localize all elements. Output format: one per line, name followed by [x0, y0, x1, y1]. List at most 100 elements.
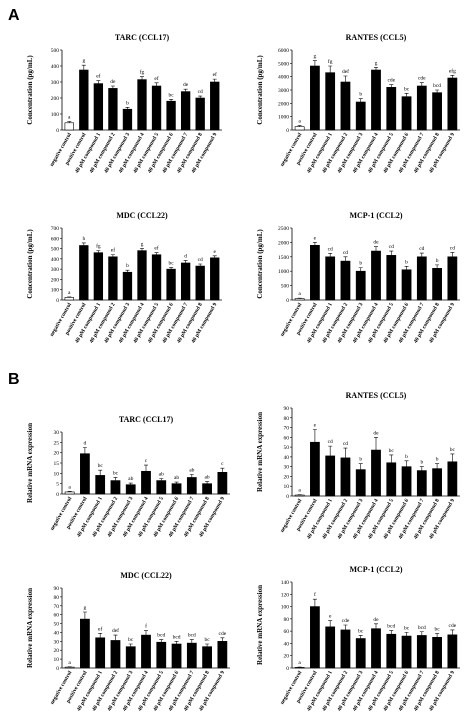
y-tick-label: 10 [54, 471, 60, 477]
significance-letter: efg [449, 67, 456, 74]
significance-letter: cde [219, 631, 227, 637]
error-bar [81, 64, 86, 70]
bar [386, 255, 397, 301]
error-bar [82, 611, 87, 620]
bar [186, 642, 197, 669]
chart-title: MCP-1 (CCL2) [349, 211, 402, 220]
y-tick-label: 60 [284, 629, 290, 635]
error-bar [169, 98, 174, 102]
error-bar [374, 623, 378, 629]
bar [447, 256, 458, 301]
bar [432, 92, 442, 131]
bar [108, 88, 118, 131]
error-bar [389, 454, 394, 463]
error-bar [125, 106, 130, 110]
bar [401, 466, 412, 497]
significance-letter: e [314, 235, 317, 241]
y-tick-label: 0 [286, 666, 289, 672]
bar [95, 637, 106, 669]
error-bar [404, 632, 409, 637]
error-bar [220, 467, 225, 473]
error-bar [98, 469, 103, 476]
error-bar [328, 253, 333, 257]
error-bar [205, 481, 210, 484]
bar [416, 85, 427, 131]
error-bar [169, 267, 174, 270]
bar [151, 254, 162, 301]
error-bar [389, 630, 394, 635]
bar [156, 480, 167, 495]
error-bar [81, 242, 86, 246]
y-tick-label: 10 [284, 484, 290, 490]
y-tick-label: 20 [284, 474, 290, 480]
y-tick-label: 50 [54, 622, 60, 628]
y-axis-label: Relative mRNA expression [26, 588, 34, 668]
significance-letter: bc [389, 448, 395, 454]
y-tick-label: 200 [51, 277, 60, 283]
bar [371, 69, 381, 131]
y-tick-label: 1000 [278, 269, 289, 275]
bar [122, 108, 133, 131]
significance-letter: ab [189, 467, 194, 473]
bar [447, 77, 458, 131]
bar [137, 79, 147, 131]
significance-letter: b [359, 457, 362, 463]
bar [217, 471, 228, 495]
bar [125, 646, 136, 669]
significance-letter: g [82, 58, 85, 64]
significance-letter: f [145, 623, 147, 630]
y-tick-label: 80 [54, 595, 60, 601]
error-bar [113, 477, 118, 481]
significance-letter: de [110, 79, 116, 85]
y-tick-label: 50 [284, 445, 290, 451]
significance-letter: a [68, 484, 71, 490]
y-tick-label: 30 [54, 430, 60, 436]
bar [64, 491, 75, 495]
bar [386, 633, 397, 669]
y-axis-label: Relative mRNA expression [26, 423, 34, 503]
significance-letter: a [68, 660, 71, 666]
chart-title: MDC (CCL22) [120, 571, 172, 580]
bar [195, 97, 205, 131]
bar [340, 260, 351, 301]
significance-letter: bcd [188, 633, 196, 639]
error-bar [174, 641, 179, 644]
significance-letter: b [126, 263, 129, 269]
significance-letter: bc [434, 627, 440, 633]
error-bar [419, 466, 424, 471]
bar [180, 91, 191, 131]
y-tick-label: 100 [51, 288, 60, 294]
bar [110, 480, 121, 495]
bar [416, 256, 427, 301]
chart-title: RANTES (CCL5) [346, 33, 407, 42]
bar [432, 468, 442, 497]
error-bar [374, 67, 378, 70]
significance-letter: ef [111, 247, 115, 254]
bar [166, 100, 176, 131]
y-tick-label: 6000 [278, 48, 289, 54]
error-bar [212, 78, 217, 82]
bar [95, 475, 106, 495]
y-tick-label: 500 [51, 247, 60, 253]
bar [340, 457, 351, 497]
bar [355, 101, 366, 131]
significance-letter: bcd [387, 624, 395, 630]
y-tick-label: 400 [51, 64, 60, 70]
y-tick-label: 5000 [278, 61, 289, 67]
significance-letter: bc [450, 447, 456, 453]
y-axis-label: Concentration (pg/mL) [256, 55, 264, 125]
bar [386, 87, 397, 131]
significance-letter: def [342, 68, 349, 75]
y-tick-label: 40 [54, 630, 60, 636]
significance-letter: fg [140, 69, 145, 76]
bar [310, 244, 320, 301]
significance-letter: cd [198, 89, 203, 95]
y-tick-label: 100 [281, 605, 290, 611]
error-bar [450, 252, 455, 257]
y-tick-label: 15 [54, 461, 60, 467]
error-bar [113, 634, 118, 641]
significance-letter: bc [404, 86, 410, 92]
significance-letter: bcd [418, 625, 426, 631]
bar [64, 122, 74, 131]
